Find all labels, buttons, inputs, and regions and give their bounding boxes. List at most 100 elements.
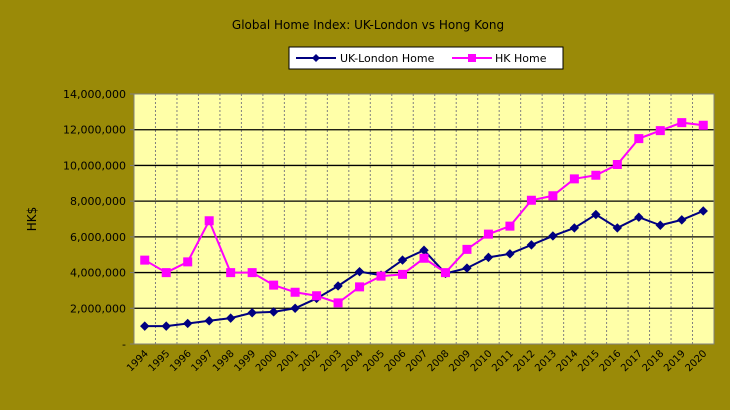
legend-label-hk: HK Home [495,52,547,65]
data-point-1 [526,195,536,205]
data-point-1 [355,282,365,292]
data-point-1 [333,298,343,308]
x-tick-label: 1997 [190,348,216,374]
x-tick-label: 2008 [426,348,452,374]
x-tick-label: 2000 [254,348,280,374]
data-point-1 [376,271,386,281]
data-point-1 [698,120,708,130]
x-tick-label: 2001 [275,348,301,374]
x-tick-label: 2009 [447,348,473,374]
data-point-1 [419,253,429,263]
x-tick-label: 2003 [318,348,344,374]
x-tick-label: 2020 [684,348,710,374]
data-point-0 [569,223,580,233]
data-point-0 [526,240,537,250]
y-tick-label: 4,000,000 [70,267,126,280]
legend-box [288,46,564,70]
x-tick-label: 2012 [512,348,538,374]
data-point-1 [462,244,472,254]
y-tick-label: 2,000,000 [70,302,126,315]
grid [133,94,715,344]
data-point-0 [505,249,515,259]
x-tick-label: 2018 [641,348,667,374]
y-tick-label: 12,000,000 [63,124,126,137]
y-tick-label: 14,000,000 [63,88,126,101]
data-point-1 [161,268,171,278]
data-point-1 [569,174,579,184]
data-point-0 [591,209,601,220]
data-point-0 [161,321,171,331]
x-tick-label: 2017 [619,348,645,374]
x-tick-label: 2006 [383,348,409,374]
y-tick-label: - [122,338,126,351]
series [140,118,708,331]
data-point-1 [269,280,279,290]
data-point-1 [440,268,450,278]
data-point-1 [505,221,515,231]
data-point-0 [483,252,494,263]
data-point-0 [397,255,408,265]
x-tick-label: 2005 [361,348,387,374]
data-point-0 [247,308,257,318]
x-tick-label: 2002 [297,348,323,374]
data-point-0 [290,303,300,313]
data-point-0 [698,206,708,216]
x-tick-label: 2004 [340,348,366,374]
data-point-0 [612,223,623,233]
x-tick-label: 2007 [404,348,430,374]
plot-area [134,94,714,344]
data-point-1 [290,287,300,297]
data-point-0 [182,318,193,329]
data-point-1 [634,134,644,144]
data-point-1 [183,257,193,267]
legend-marker-uk-london [312,54,320,62]
data-point-1 [591,170,601,180]
x-tick-label: 2010 [469,348,495,374]
x-tick-label: 2013 [533,348,559,374]
data-point-0 [548,231,558,241]
x-tick-label: 2019 [662,348,688,374]
data-point-0 [333,281,343,291]
data-point-1 [204,216,214,226]
x-tick-label: 1999 [232,348,258,374]
data-point-1 [247,268,257,278]
x-tick-label: 1998 [211,348,237,374]
data-point-0 [225,313,236,323]
y-axis-label: HK$ [25,207,39,232]
data-point-1 [312,291,322,301]
data-point-1 [140,255,150,265]
x-tick-label: 2014 [555,348,581,374]
data-point-1 [398,269,408,279]
data-point-1 [655,126,665,136]
y-axis: - 2,000,000 4,000,000 6,000,000 8,000,000 10,… [63,88,134,351]
data-point-1 [483,229,493,239]
y-tick-label: 8,000,000 [70,195,126,208]
data-point-0 [655,220,666,230]
data-point-0 [634,212,644,222]
data-point-0 [677,215,687,225]
legend-label-uk-london: UK-London Home [340,52,435,65]
data-point-0 [204,316,214,326]
data-point-1 [548,191,558,201]
plot-border [133,93,715,345]
chart-title: Global Home Index: UK-London vs Hong Kon… [232,18,504,32]
x-tick-label: 2016 [598,348,624,374]
x-tick-label: 1996 [168,348,194,374]
x-tick-label: 2011 [490,348,516,374]
data-point-1 [226,268,236,278]
x-tick-label: 2015 [576,348,602,374]
data-point-0 [140,321,150,331]
legend: UK-London Home HK Home [288,46,564,70]
data-point-0 [354,266,365,277]
x-tick-label: 1994 [125,348,151,374]
legend-marker-hk [468,54,476,62]
y-tick-label: 6,000,000 [70,231,126,244]
data-point-0 [268,307,279,317]
data-point-0 [462,263,472,273]
data-point-1 [612,160,622,170]
y-tick-label: 10,000,000 [63,159,126,172]
data-point-1 [677,118,687,128]
x-axis: 1994199519961997199819992000200120022003… [125,348,709,374]
x-tick-label: 1995 [147,348,173,374]
